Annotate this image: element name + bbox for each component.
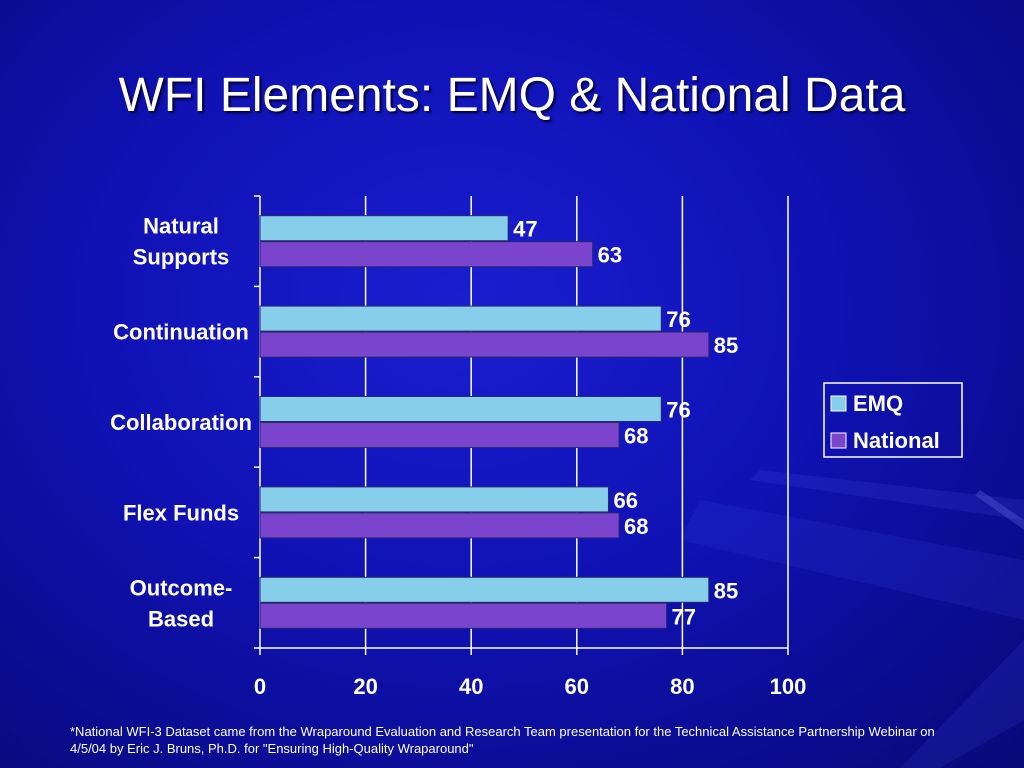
data-label-national-1: 85: [714, 333, 738, 358]
bar-emq-2: [259, 396, 662, 422]
x-tick-label-2: 40: [459, 674, 483, 699]
x-tick-label-3: 60: [565, 674, 589, 699]
bar-national-2: [259, 422, 620, 448]
footnote: *National WFI-3 Dataset came from the Wr…: [70, 724, 935, 756]
bar-emq-1: [259, 305, 662, 332]
data-label-emq-2: 76: [666, 398, 690, 423]
data-label-emq-0: 47: [513, 217, 537, 242]
bar-emq-3: [259, 486, 609, 513]
data-label-national-2: 68: [624, 424, 648, 449]
legend-swatch-national: [830, 432, 847, 449]
x-tick-label-5: 100: [770, 674, 807, 699]
legend-box: [823, 382, 963, 458]
legend-label-emq: EMQ: [853, 391, 903, 416]
bar-chart: 0 20 40 60 80 100 47 63 Natural Supports 76 85 Conti…: [110, 214, 963, 699]
category-label-0-1: Supports: [133, 245, 230, 270]
data-label-emq-4: 85: [714, 578, 738, 603]
category-label-4-0: Outcome-: [130, 575, 233, 600]
x-tick-label-1: 20: [353, 674, 377, 699]
data-label-emq-3: 66: [613, 488, 637, 513]
data-label-emq-1: 76: [666, 307, 690, 332]
legend-label-national: National: [853, 428, 940, 453]
category-label-3-0: Flex Funds: [123, 500, 239, 525]
data-label-national-0: 63: [598, 243, 622, 268]
bar-emq-0: [259, 215, 509, 242]
bar-national-4: [259, 602, 668, 629]
x-tick-label-0: 0: [254, 674, 266, 699]
bar-national-0: [259, 241, 594, 268]
bar-national-1: [259, 331, 710, 358]
bar-national-3: [259, 512, 620, 539]
legend-swatch-emq: [830, 395, 847, 412]
category-label-1-0: Continuation: [113, 320, 249, 345]
category-label-4-1: Based: [148, 606, 214, 631]
bar-emq-4: [259, 576, 710, 603]
x-tick-label-4: 80: [670, 674, 694, 699]
category-label-0-0: Natural: [143, 214, 219, 239]
data-label-national-4: 77: [672, 604, 696, 629]
category-label-2-0: Collaboration: [110, 410, 252, 435]
data-label-national-3: 68: [624, 514, 648, 539]
slide-title: WFI Elements: EMQ & National Data: [118, 69, 906, 122]
